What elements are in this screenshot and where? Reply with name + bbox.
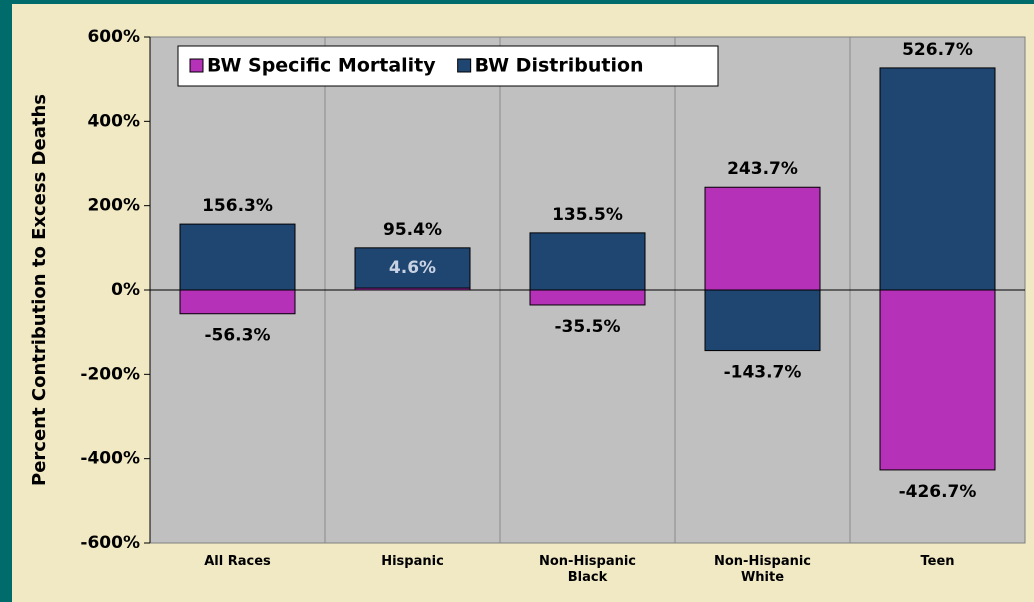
y-axis-title: Percent Contribution to Excess Deaths: [29, 94, 50, 486]
value-label: -143.7%: [724, 363, 802, 383]
legend-box: [177, 45, 719, 87]
x-tick-label: Non-Hispanic Black: [538, 554, 637, 585]
bar: [179, 289, 296, 315]
value-label: 243.7%: [727, 159, 798, 179]
bar: [529, 232, 646, 291]
bar: [704, 289, 821, 352]
bar: [354, 247, 471, 289]
value-label: 95.4%: [383, 220, 442, 240]
y-tick-label: 0%: [111, 280, 140, 300]
y-tick-label: 400%: [87, 111, 140, 131]
x-tick-label: All Races: [204, 554, 271, 569]
legend-label: BW Distribution: [475, 55, 644, 77]
value-label: 135.5%: [552, 205, 623, 225]
legend-swatch: [189, 58, 204, 73]
y-tick-label: 200%: [87, 196, 140, 216]
y-tick-label: -200%: [80, 364, 140, 384]
value-label: 156.3%: [202, 196, 273, 216]
bar: [879, 67, 996, 291]
legend-swatch: [457, 58, 472, 73]
y-tick-label: -600%: [80, 533, 140, 553]
value-label: 4.6%: [389, 258, 436, 278]
value-label: -56.3%: [204, 326, 270, 346]
value-label: 526.7%: [902, 40, 973, 60]
x-tick-label: Hispanic: [381, 554, 444, 569]
y-tick-label: -400%: [80, 449, 140, 469]
bar: [704, 186, 821, 291]
value-label: -426.7%: [899, 482, 977, 502]
value-label: -35.5%: [554, 317, 620, 337]
legend-label: BW Specific Mortality: [207, 55, 436, 77]
y-tick-label: 600%: [87, 27, 140, 47]
bar: [179, 223, 296, 291]
bar: [879, 289, 996, 471]
x-tick-label: Teen: [920, 554, 955, 569]
x-tick-label: Non-Hispanic White: [713, 554, 812, 585]
bar: [529, 289, 646, 306]
